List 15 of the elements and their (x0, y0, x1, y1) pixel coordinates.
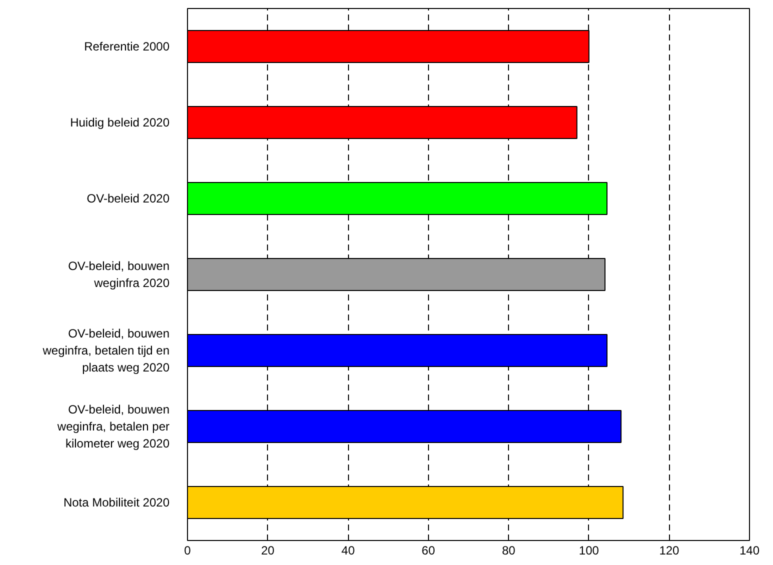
x-tick-label: 60 (422, 544, 436, 558)
y-tick-label: OV-beleid, bouwen weginfra, betalen tijd en plaats weg 2020 (42, 326, 170, 374)
y-tick-label: OV-beleid, bouwen weginfra 2020 (68, 259, 170, 290)
x-tick-label: 100 (578, 544, 600, 558)
y-tick-label: Nota Mobiliteit 2020 (63, 496, 170, 510)
y-tick-label: Referentie 2000 (84, 40, 170, 54)
y-tick-label: OV-beleid 2020 (86, 192, 170, 206)
y-tick-label: Huidig beleid 2020 (70, 116, 170, 130)
x-tick-label: 20 (261, 544, 275, 558)
y-tick-label: OV-beleid, bouwen weginfra, betalen per kilometer weg 2020 (56, 402, 170, 450)
x-tick-label: 0 (184, 544, 192, 558)
x-tick-label: 40 (341, 544, 356, 558)
x-tick-label: 140 (739, 544, 760, 558)
x-tick-label: 80 (502, 544, 516, 558)
x-tick-label: 120 (659, 544, 680, 558)
